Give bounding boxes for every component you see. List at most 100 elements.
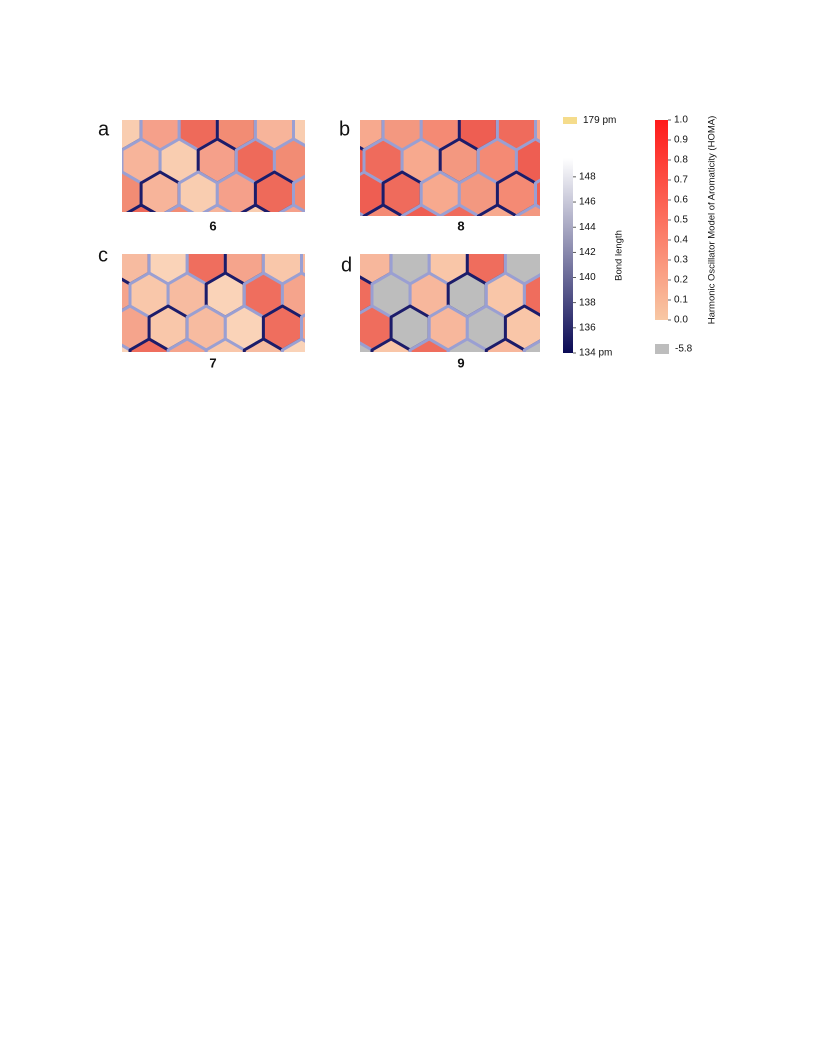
ring [313,205,351,249]
tick-label: 140 [579,272,596,283]
ring [202,203,233,212]
ring [236,73,274,117]
ring [505,372,543,416]
special-label: 179 pm [583,115,616,126]
ring [601,339,639,383]
ring [438,203,480,216]
ring [402,73,440,117]
panel-label: b [339,118,350,140]
ring-tiling [73,207,378,416]
ring [574,106,612,150]
ring [353,372,391,416]
figure-panels [65,73,639,416]
tick-label: 0.9 [674,135,688,146]
ring [321,273,359,317]
ring [593,73,631,117]
ring [73,306,111,350]
ring [522,339,540,352]
tick-label: 136 [579,322,596,333]
special-swatch [563,117,577,124]
ring [321,207,359,251]
compound-label: 9 [457,355,464,370]
panel-label: d [341,254,352,276]
ring [534,120,540,144]
ring [313,139,351,183]
tick-label: 144 [579,222,596,233]
compound-label: 6 [209,218,216,233]
ring [240,203,271,212]
ring [514,203,540,216]
ring [360,341,374,352]
ring [73,372,111,416]
ring [307,238,345,282]
colorbar-title: Harmonic Oscillator Model of Aromaticity… [707,116,718,325]
ring [315,372,353,416]
ring [198,73,236,117]
ring [122,120,143,152]
tick-label: 138 [579,297,596,308]
ring [225,372,263,416]
ring [122,148,124,174]
ring [242,337,284,352]
ring [364,73,402,117]
tick-label: 148 [579,172,596,183]
ring [160,73,198,117]
ring [307,172,345,216]
special-swatch [655,344,669,354]
ring [593,139,631,183]
ring [440,73,478,117]
tick-label: 0.8 [674,155,688,166]
ring [125,203,157,212]
ring [534,178,540,210]
tick-label: 1.0 [674,115,688,126]
colorbar-title: Bond length [614,230,625,281]
tick-label: 0.7 [674,175,688,186]
ring [340,372,378,416]
ring-tiling [315,254,639,416]
ring [149,372,187,416]
ring [544,372,582,416]
ring-tiling [65,73,389,249]
ring [446,337,488,352]
panel-label: c [98,244,108,266]
ring [429,372,467,416]
ring [360,145,366,177]
ring [111,372,149,416]
ring [321,339,359,383]
colorbar [655,120,668,320]
tick-label: 0.6 [674,195,688,206]
ring [164,203,195,212]
ring [65,172,103,216]
ring [282,207,320,251]
ring-tiling [307,73,631,282]
tick-label: 0.3 [674,255,688,266]
panel-label: a [98,118,110,140]
ring [313,73,351,117]
ring [400,203,442,216]
compound-label: 8 [457,218,464,233]
tick-label: 0.5 [674,215,688,226]
ring [391,372,429,416]
tick-label: 146 [579,197,596,208]
ring [168,207,206,251]
ring [522,273,540,317]
ring [484,337,526,352]
ring [84,205,122,249]
ring [278,203,305,212]
ring [360,211,366,216]
ring [582,372,620,416]
ring [166,337,208,352]
ring [516,73,554,117]
ring [128,337,170,352]
ring [351,73,389,117]
ring [408,337,450,352]
ring [467,372,505,416]
ring [274,73,312,117]
special-label: -5.8 [675,344,693,355]
ring [302,372,340,416]
ring [362,203,404,216]
ring [593,205,631,249]
compound-label: 7 [209,355,216,370]
ring [84,73,122,117]
